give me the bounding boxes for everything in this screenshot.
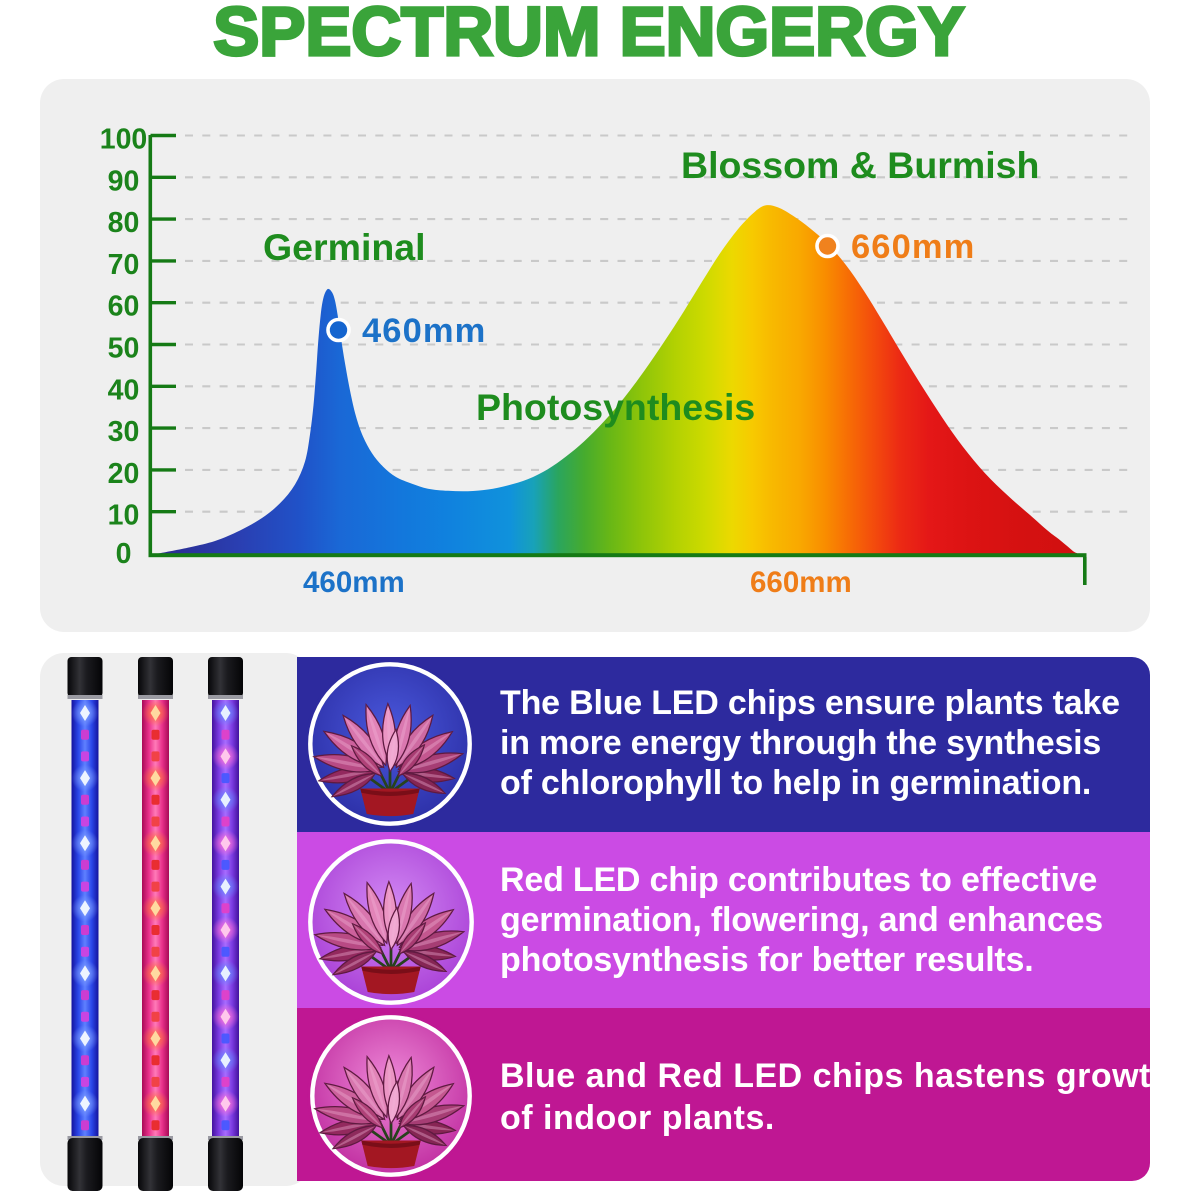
svg-text:Photosynthesis: Photosynthesis	[476, 386, 755, 428]
svg-text:10: 10	[108, 500, 140, 532]
svg-text:100: 100	[100, 124, 148, 156]
svg-text:40: 40	[108, 374, 140, 406]
svg-text:0: 0	[116, 538, 132, 570]
svg-text:90: 90	[108, 165, 140, 197]
svg-text:460mm: 460mm	[362, 312, 486, 350]
svg-text:30: 30	[108, 416, 140, 448]
svg-text:50: 50	[108, 333, 140, 365]
svg-text:Blossom & Burmish: Blossom & Burmish	[681, 144, 1039, 186]
svg-text:20: 20	[108, 458, 140, 490]
svg-text:Germinal: Germinal	[263, 226, 426, 268]
svg-text:660mm: 660mm	[851, 228, 975, 266]
svg-text:660mm: 660mm	[750, 566, 852, 599]
svg-text:80: 80	[108, 207, 140, 239]
svg-text:60: 60	[108, 291, 140, 323]
svg-text:460mm: 460mm	[303, 566, 405, 599]
svg-text:70: 70	[108, 249, 140, 281]
